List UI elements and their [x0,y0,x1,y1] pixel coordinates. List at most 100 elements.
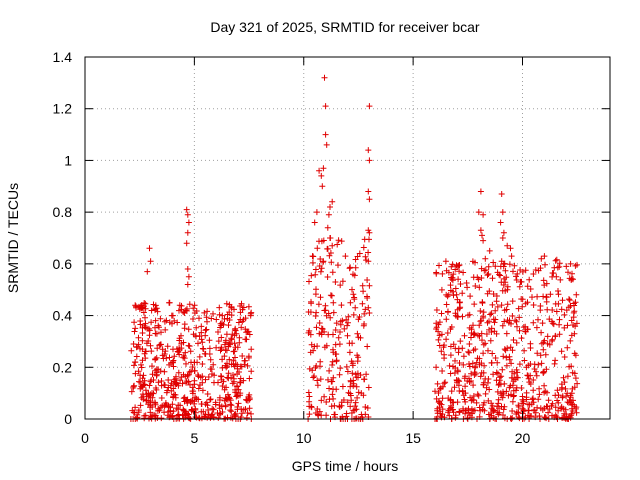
data-point [208,315,215,322]
data-point [477,373,484,380]
data-point [198,336,205,343]
data-point [142,412,149,419]
data-point [317,294,324,301]
data-point [319,183,326,190]
data-point [129,407,136,414]
data-point [549,307,556,313]
data-point [238,406,245,412]
data-point [542,261,548,268]
data-point [313,309,320,316]
data-point [527,372,534,379]
data-point [519,268,526,275]
data-point [147,342,154,349]
data-point [474,391,481,398]
data-point [325,211,332,218]
data-point [346,349,353,356]
data-point [142,387,149,394]
data-point [332,351,339,357]
data-point [345,319,351,326]
data-point [248,410,254,417]
data-point [213,344,220,351]
data-point [537,303,544,309]
data-point [564,344,571,351]
data-point [466,349,473,356]
data-point [503,362,510,369]
data-point [161,409,168,416]
data-point [509,414,516,421]
data-point [231,340,238,347]
data-point [436,332,443,339]
data-point [227,407,234,414]
data-point [227,414,234,421]
data-point [566,296,572,303]
data-point [533,368,539,375]
data-point [484,272,491,279]
data-point [543,366,550,373]
data-point [568,277,575,283]
data-point [445,308,451,315]
data-point [314,343,321,350]
data-point [235,319,242,326]
data-point [169,320,175,327]
data-point [177,377,184,384]
data-point [323,312,330,319]
data-point [470,322,476,329]
data-point [212,401,219,408]
data-point [351,294,358,301]
data-point [306,365,313,372]
data-point [360,392,367,399]
data-point [142,314,148,321]
data-point [477,308,484,314]
data-point [329,362,336,368]
data-point [566,399,572,406]
data-point [350,311,357,318]
data-point [526,276,533,283]
data-point [456,262,463,268]
data-point [326,385,333,392]
data-point [488,360,495,366]
data-point [355,389,362,396]
data-point [509,375,516,381]
data-point [558,381,565,388]
data-point [313,209,320,216]
data-point [199,361,206,367]
data-point [142,355,149,362]
data-point [520,407,527,414]
data-point [519,296,526,303]
data-point [446,405,453,412]
data-point [142,324,149,331]
data-point [541,337,548,344]
data-point [235,400,242,407]
data-point [447,370,454,377]
data-point [331,411,338,418]
data-point [481,267,488,274]
data-point [202,332,209,339]
data-point [518,335,525,342]
data-point [439,395,446,402]
data-point [138,364,145,371]
data-point [170,394,177,401]
data-point [567,260,574,267]
data-point [162,348,169,355]
data-point [190,388,197,395]
data-point [506,384,513,391]
data-point [356,314,363,320]
data-point [365,384,372,391]
data-point [472,363,479,370]
data-point [485,271,492,277]
data-point [540,277,547,284]
data-point [330,309,337,316]
data-point [177,402,184,409]
data-point [225,322,232,329]
data-point [447,282,454,289]
data-point [502,279,509,286]
data-point [308,404,315,411]
data-point [318,265,325,272]
data-point [526,401,533,408]
data-point [231,411,238,418]
data-point [210,406,217,413]
data-point [544,333,551,340]
data-point [163,389,170,396]
y-tick-label: 0.2 [53,359,73,375]
data-point [347,299,354,306]
